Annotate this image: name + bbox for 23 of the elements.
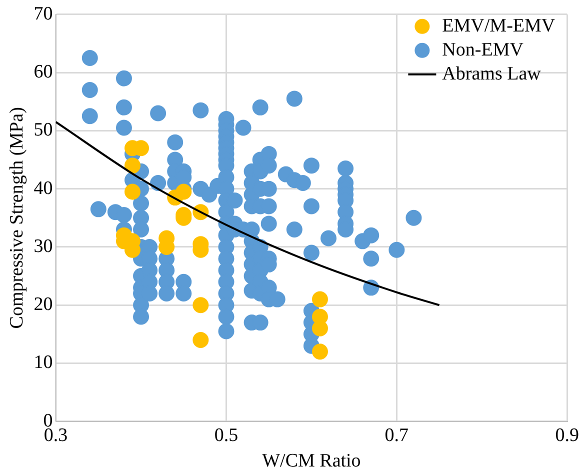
point xyxy=(192,297,209,314)
legend-label: Abrams Law xyxy=(442,63,542,84)
x-axis-title: W/CM Ratio xyxy=(262,450,361,472)
point xyxy=(192,332,209,348)
y-tick-label: 10 xyxy=(34,352,53,374)
x-tick-label: 0.9 xyxy=(555,424,579,446)
x-tick-label: 0.5 xyxy=(214,424,238,446)
y-tick-label: 30 xyxy=(34,236,53,257)
point xyxy=(176,184,192,200)
legend-label: EMV/M-EMV xyxy=(442,15,556,36)
point xyxy=(312,344,328,360)
y-tick-label: 40 xyxy=(34,178,53,199)
y-tick-label: 70 xyxy=(34,3,53,24)
y-tick-label: 50 xyxy=(34,120,53,141)
y-tick-label: 20 xyxy=(34,294,53,316)
line-series xyxy=(56,120,440,306)
y-axis-title: Compressive Strength (MPa) xyxy=(6,107,28,329)
point xyxy=(124,184,140,200)
legend-label: Non-EMV xyxy=(442,39,524,60)
point xyxy=(312,291,328,308)
x-tick-label: 0.7 xyxy=(384,424,409,446)
y-tick-label: 60 xyxy=(34,62,53,83)
point xyxy=(124,158,140,174)
